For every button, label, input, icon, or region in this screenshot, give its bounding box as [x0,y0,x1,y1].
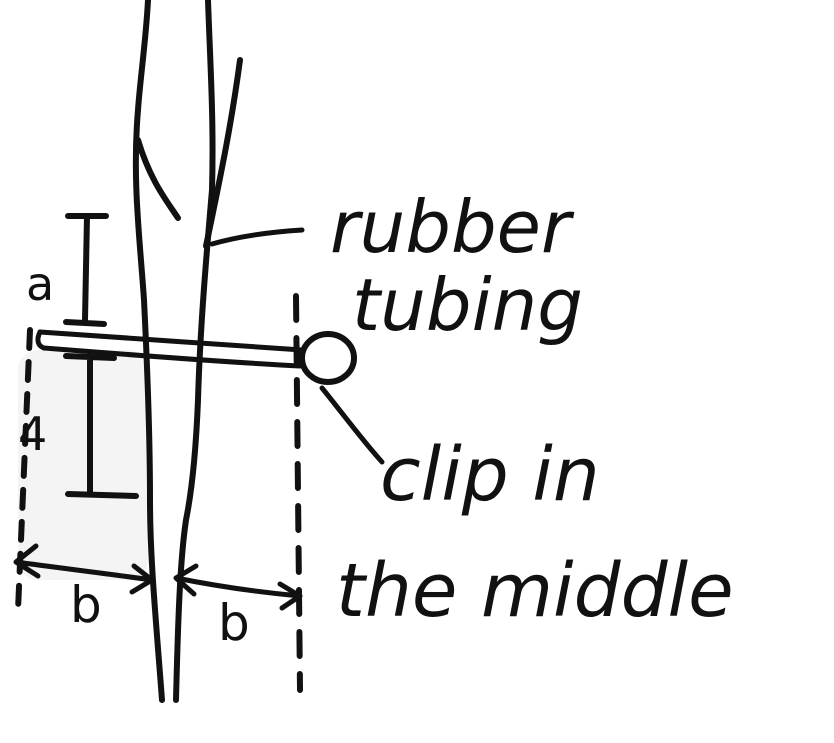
clip-bar-left-end [35,329,47,351]
label-dim-b-left: b [70,576,102,634]
clip-bar-top [37,329,305,353]
clip-pointer [319,385,385,465]
dim-a-marker [63,213,109,327]
right-dashed-guide [293,293,303,693]
clip-ring [299,331,357,385]
clip-bar-bottom [41,345,303,369]
dim-b-right-arrow [173,563,303,611]
label-rubber: rubber [330,185,575,269]
smudge [18,350,148,580]
dim-b-left-arrow [13,543,155,595]
rubber-tubing-pointer [209,227,305,247]
label-clip-line2: the middle [336,548,734,634]
tube-right-wall [173,0,216,703]
label-clip-line1: clip in [380,432,600,518]
dim-4-marker [63,353,139,499]
tube-left-wall [132,0,165,703]
label-dim-4: 4 [18,407,47,461]
label-dim-b-right: b [218,594,250,652]
label-tubing: tubing [352,263,583,347]
label-dim-a: a [26,257,54,311]
tube-branch-outer [203,57,243,249]
tube-branch-inner [135,137,181,221]
